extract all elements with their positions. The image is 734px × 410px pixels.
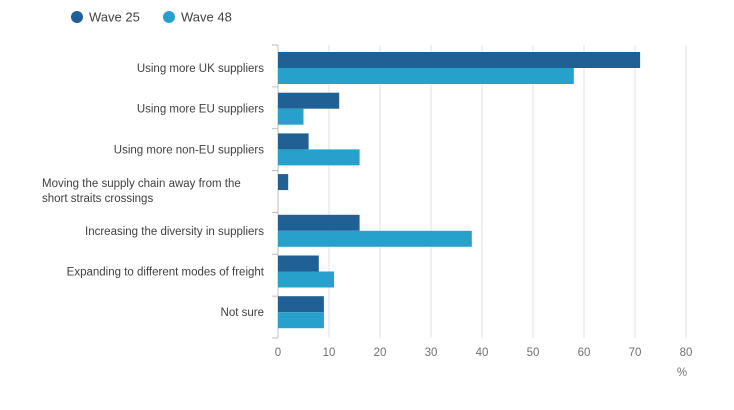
category-label-line: short straits crossings bbox=[42, 193, 153, 205]
x-tick-label: 10 bbox=[323, 347, 336, 359]
category-label-line: Moving the supply chain away from the bbox=[42, 178, 241, 190]
x-unit-label: % bbox=[677, 367, 687, 379]
bar-wave-25 bbox=[278, 255, 319, 272]
x-tick-label: 0 bbox=[275, 347, 281, 359]
legend-marker bbox=[71, 11, 83, 23]
bar-wave-25 bbox=[278, 174, 289, 191]
bar-wave-48 bbox=[278, 108, 304, 125]
bar-wave-48 bbox=[278, 312, 324, 329]
x-tick-label: 60 bbox=[578, 347, 591, 359]
bar-wave-25 bbox=[278, 214, 360, 231]
bar-wave-48 bbox=[278, 149, 360, 166]
x-tick-label: 70 bbox=[629, 347, 642, 359]
bar-wave-25 bbox=[278, 133, 309, 150]
x-tick-label: 80 bbox=[680, 347, 693, 359]
category-label: Not sure bbox=[221, 307, 264, 319]
legend-label: Wave 48 bbox=[181, 10, 232, 25]
x-tick-label: 20 bbox=[374, 347, 387, 359]
bar-wave-25 bbox=[278, 296, 324, 313]
bar-wave-48 bbox=[278, 230, 472, 247]
bar-wave-25 bbox=[278, 52, 641, 68]
category-label: Using more UK suppliers bbox=[137, 63, 264, 75]
legend-marker bbox=[163, 11, 175, 23]
category-label: Using more EU suppliers bbox=[137, 104, 264, 116]
category-label: Moving the supply chain away from the sho… bbox=[42, 178, 241, 205]
category-label: Expanding to different modes of freight bbox=[67, 267, 265, 279]
x-tick-label: 30 bbox=[425, 347, 438, 359]
bar-wave-48 bbox=[278, 271, 335, 288]
x-tick-label: 50 bbox=[527, 347, 540, 359]
x-tick-label: 40 bbox=[476, 347, 489, 359]
category-label: Increasing the diversity in suppliers bbox=[85, 226, 264, 238]
bar-wave-25 bbox=[278, 92, 340, 109]
bar-wave-48 bbox=[278, 68, 574, 84]
legend-label: Wave 25 bbox=[89, 10, 140, 25]
category-label: Using more non-EU suppliers bbox=[114, 144, 264, 156]
